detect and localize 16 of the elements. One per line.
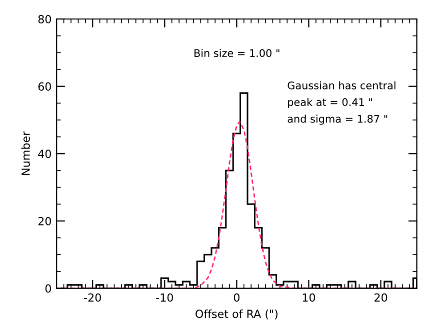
y-tick-label: 80 (38, 14, 51, 24)
annotation: Gaussian has central (288, 81, 396, 90)
annotation: and sigma = 1.87 " (288, 114, 388, 125)
x-tick-label: 20 (374, 293, 388, 302)
y-tick-label: 40 (38, 150, 51, 158)
x-tick-label: -20 (84, 293, 101, 302)
x-tick-label: 10 (302, 293, 316, 302)
y-axis-title: Number (21, 131, 30, 175)
annotation: Bin size = 1.00 " (194, 48, 280, 58)
x-tick-label: -10 (156, 293, 173, 302)
x-axis-title: Offset of RA (") (196, 309, 278, 320)
annotation: peak at = 0.41 " (288, 98, 372, 108)
y-tick-label: 0 (45, 284, 51, 293)
y-tick-label: 20 (38, 216, 51, 226)
x-tick-label: 0 (234, 293, 240, 302)
y-tick-label: 60 (38, 82, 51, 91)
